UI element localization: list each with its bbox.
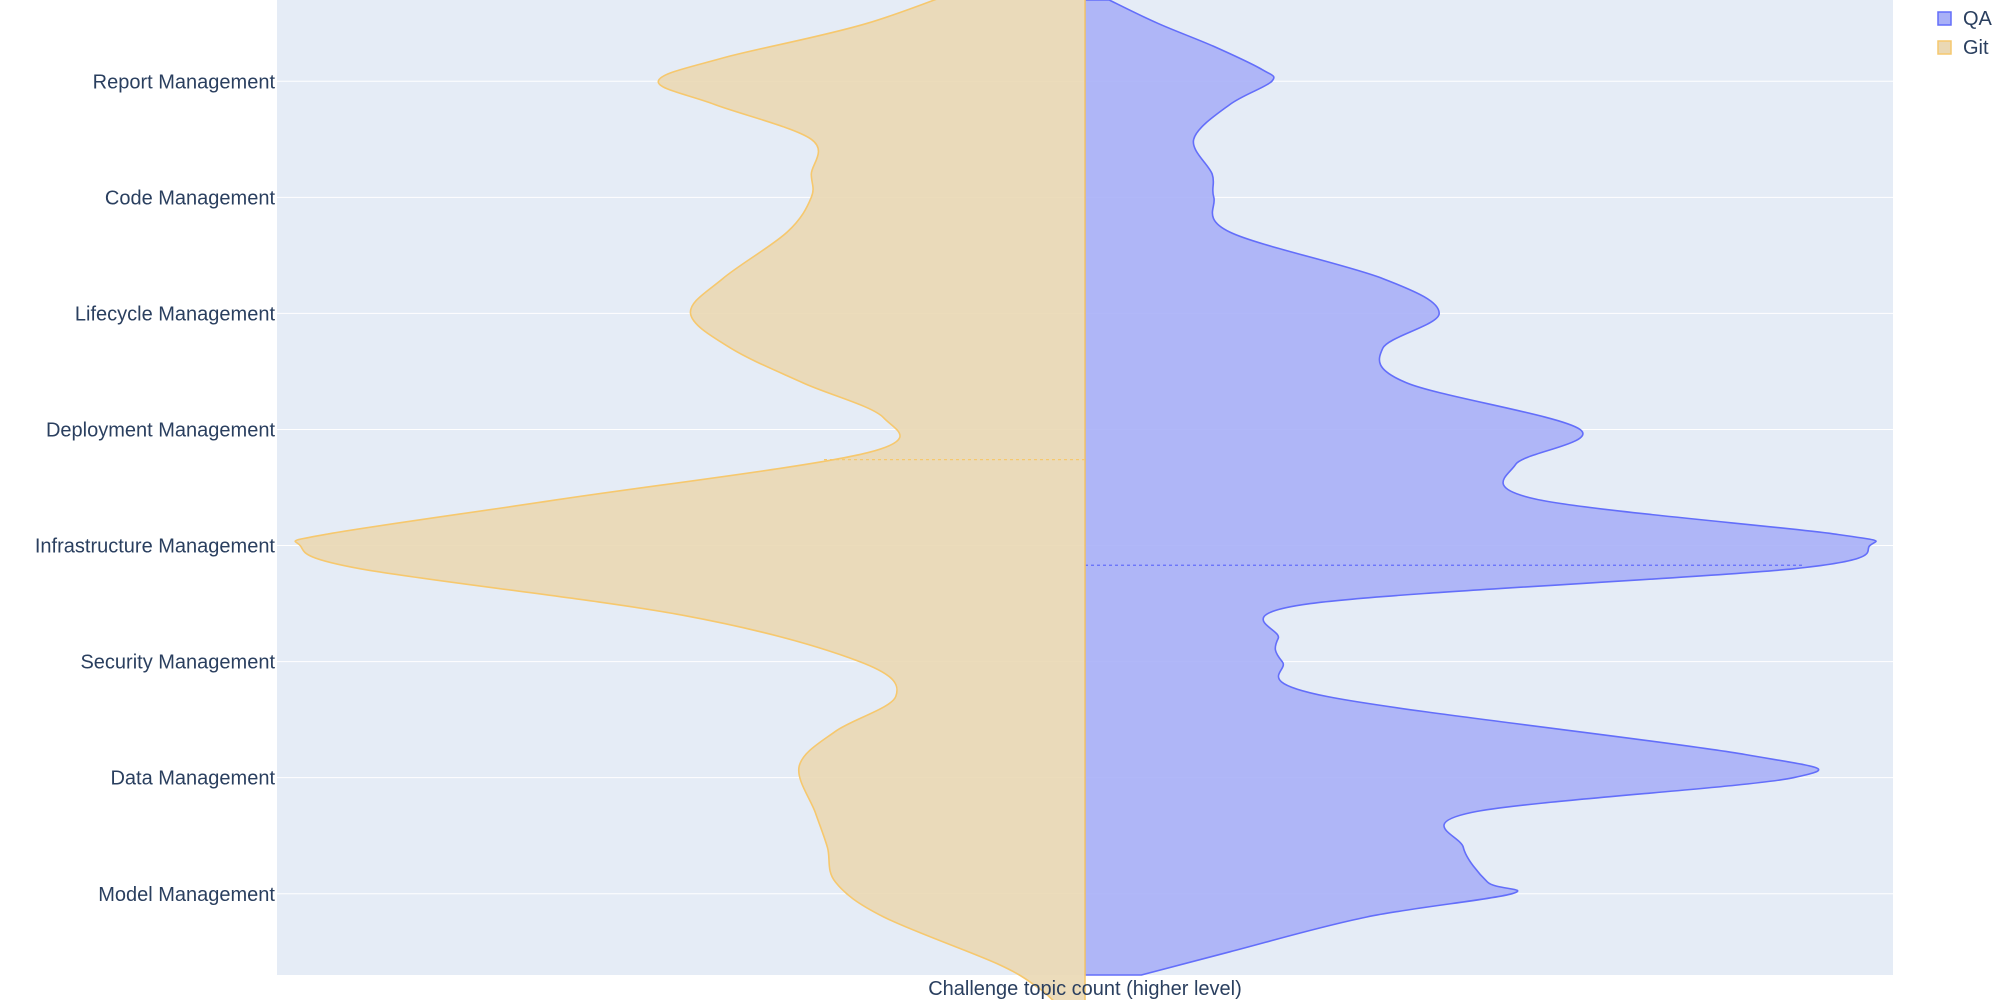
y-tick-label: Security Management	[80, 652, 275, 674]
legend-label-qa[interactable]: QA	[1963, 8, 1993, 30]
y-axis-tick-labels: Report Management Code Management Lifecycl…	[35, 71, 276, 906]
legend-swatch-qa[interactable]	[1937, 11, 1952, 26]
y-tick-label: Deployment Management	[46, 419, 275, 441]
y-tick-label: Lifecycle Management	[75, 303, 276, 325]
legend: QA Git	[1937, 8, 1993, 59]
x-axis-title: Challenge topic count (higher level)	[928, 978, 1242, 1000]
violin-qa	[1084, 0, 1877, 976]
y-tick-label: Data Management	[110, 768, 275, 790]
y-tick-label: Model Management	[98, 884, 275, 906]
y-tick-label: Code Management	[105, 187, 276, 209]
violin-series-group	[294, 0, 1877, 1000]
y-tick-label: Infrastructure Management	[35, 536, 276, 558]
violin-git	[294, 0, 1086, 1000]
legend-swatch-git[interactable]	[1937, 40, 1952, 55]
legend-label-git[interactable]: Git	[1963, 37, 1989, 59]
y-tick-label: Report Management	[93, 71, 276, 93]
